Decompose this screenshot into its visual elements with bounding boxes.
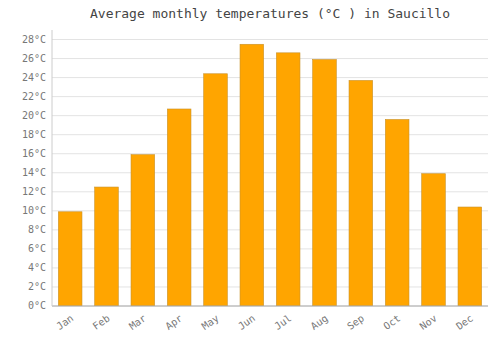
x-tick-label: Nov: [418, 313, 439, 332]
y-tick-label: 12°C: [22, 186, 46, 197]
grid-line: [52, 115, 488, 116]
bar: [422, 174, 446, 306]
y-tick-label: 18°C: [22, 129, 46, 140]
y-tick-label: 4°C: [28, 262, 46, 273]
bar: [167, 109, 191, 306]
x-tick-label: Mar: [127, 313, 148, 332]
y-ticks: 0°C 2°C 4°C 6°C 8°C 10°C 12°C 14°C 16°C 18°C 20°C 2…: [22, 34, 46, 311]
x-ticks: Jan Feb Mar Apr May Jun Jul Aug Sep Oct Nov Dec: [54, 313, 475, 332]
x-tick-label: Aug: [309, 313, 330, 332]
y-tick-label: 24°C: [22, 72, 46, 83]
grid-line: [52, 96, 488, 97]
y-tick-label: 8°C: [28, 224, 46, 235]
x-tick-label: Feb: [91, 313, 112, 332]
y-tick-label: 16°C: [22, 148, 46, 159]
bars: [58, 44, 481, 306]
bar: [131, 155, 155, 306]
grid-line: [52, 77, 488, 78]
grid-line: [52, 172, 488, 173]
x-tick-label: Jan: [54, 313, 75, 332]
y-tick-label: 14°C: [22, 167, 46, 178]
y-tick-label: 20°C: [22, 110, 46, 121]
bar: [276, 53, 300, 306]
grid-line: [52, 134, 488, 135]
grid-line: [52, 39, 488, 40]
x-axis-line: [52, 306, 488, 307]
y-tick-label: 6°C: [28, 243, 46, 254]
x-tick-label: Sep: [345, 313, 366, 332]
grid: [52, 40, 488, 306]
grid-line: [52, 306, 488, 307]
y-tick-label: 28°C: [22, 34, 46, 45]
bar: [458, 207, 482, 306]
chart: 0°C 2°C 4°C 6°C 8°C 10°C 12°C 14°C 16°C 18°C 20°C 2…: [0, 0, 500, 350]
x-tick-label: May: [200, 313, 221, 332]
grid-line: [52, 153, 488, 154]
bar: [95, 187, 119, 306]
title: Average monthly temperatures (°C ) in Sa…: [90, 6, 450, 21]
bar: [204, 74, 228, 306]
bar: [313, 60, 337, 306]
bar: [385, 119, 409, 306]
x-tick-label: Oct: [381, 313, 402, 332]
y-tick-label: 2°C: [28, 281, 46, 292]
bar: [240, 44, 264, 306]
x-tick-label: Dec: [454, 313, 475, 332]
y-tick-label: 0°C: [28, 300, 46, 311]
x-tick-label: Jun: [236, 313, 257, 332]
bar: [349, 80, 373, 306]
y-axis-line: [52, 30, 53, 306]
bar: [58, 212, 82, 306]
y-tick-label: 22°C: [22, 91, 46, 102]
y-tick-label: 10°C: [22, 205, 46, 216]
x-tick-label: Jul: [272, 313, 293, 332]
grid-line: [52, 58, 488, 59]
y-tick-label: 26°C: [22, 53, 46, 64]
x-tick-label: Apr: [163, 313, 184, 332]
